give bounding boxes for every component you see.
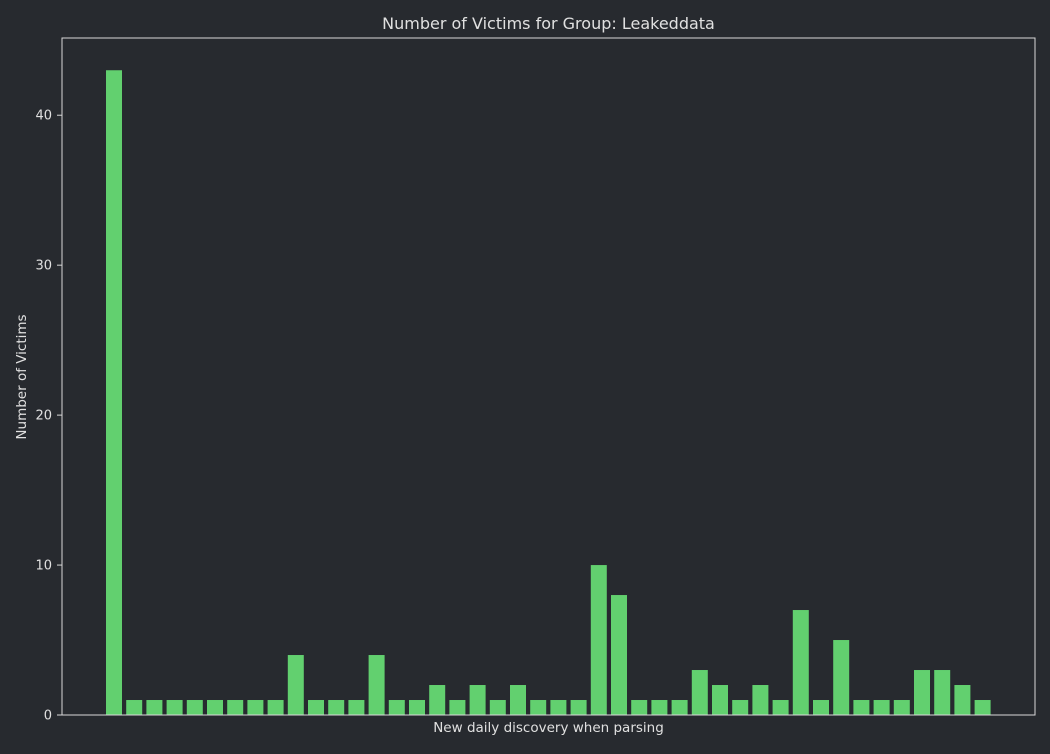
bar: [853, 700, 870, 715]
y-tick-label: 10: [35, 559, 52, 574]
y-tick-label: 20: [35, 409, 52, 424]
bar: [631, 700, 648, 715]
bar: [732, 700, 749, 715]
bar: [873, 700, 890, 715]
bar: [752, 685, 769, 715]
bar: [388, 700, 405, 715]
bar: [368, 655, 385, 715]
chart-title: Number of Victims for Group: Leakeddata: [382, 14, 715, 33]
bar: [348, 700, 365, 715]
bar: [550, 700, 567, 715]
bar: [186, 700, 203, 715]
bar: [530, 700, 547, 715]
plot-frame: [61, 37, 1036, 716]
bar: [671, 700, 688, 715]
x-axis-label: New daily discovery when parsing: [433, 720, 664, 736]
bar: [772, 700, 789, 715]
bar: [328, 700, 345, 715]
bar: [893, 700, 910, 715]
y-axis: 0 10 20 30 40: [35, 109, 62, 724]
bar: [510, 685, 526, 715]
bar: [146, 700, 163, 715]
bar: [611, 595, 627, 715]
bar: [429, 685, 446, 715]
bar: [691, 670, 708, 715]
bar: [126, 700, 143, 715]
bar: [449, 700, 466, 715]
bar: [166, 700, 183, 715]
bar: [792, 610, 809, 715]
bar: [489, 700, 506, 715]
bar: [833, 640, 850, 715]
y-tick-label: 0: [44, 709, 52, 724]
bar: [914, 670, 930, 715]
bar: [651, 700, 668, 715]
bar: [247, 700, 264, 715]
bars-layer: [106, 70, 991, 716]
bar: [712, 685, 728, 715]
bar: [469, 685, 486, 715]
bar: [409, 700, 425, 715]
bar: [227, 700, 244, 715]
bar: [308, 700, 324, 715]
bar: [974, 700, 991, 715]
y-tick-label: 30: [35, 259, 52, 274]
bar: [267, 700, 284, 715]
bar: [570, 700, 587, 715]
bar: [813, 700, 829, 715]
y-axis-label: Number of Victims: [14, 314, 30, 439]
bar: [954, 685, 971, 715]
bar: [590, 565, 607, 715]
bar: [934, 670, 951, 715]
bar: [106, 70, 122, 716]
bar: [287, 655, 304, 715]
y-tick-label: 40: [35, 109, 52, 124]
bar: [207, 700, 223, 715]
